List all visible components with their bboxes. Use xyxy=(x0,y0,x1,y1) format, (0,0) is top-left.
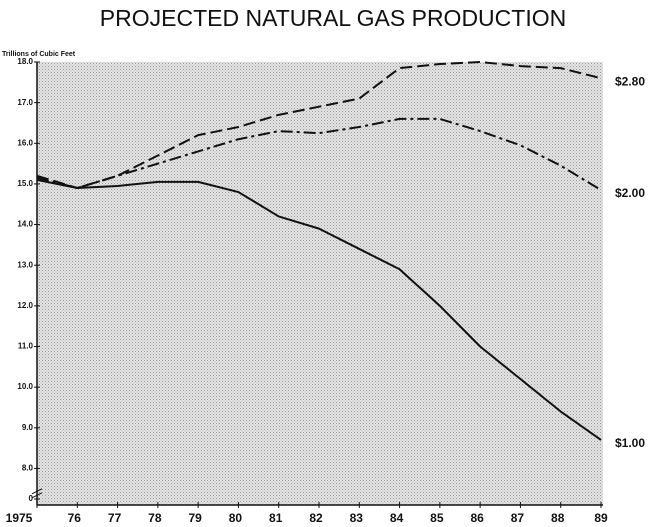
x-tick-label: 76 xyxy=(68,511,82,525)
x-tick-label: 1975 xyxy=(6,511,33,525)
y-tick-label: 12.0 xyxy=(17,301,33,310)
series-label: $2.00 xyxy=(615,186,645,200)
y-tick-label: 13.0 xyxy=(17,260,33,269)
chart-title: PROJECTED NATURAL GAS PRODUCTION xyxy=(100,5,566,31)
y-tick-label: 9.0 xyxy=(22,423,34,432)
x-tick-label: 78 xyxy=(148,511,162,525)
x-tick-label: 86 xyxy=(470,511,484,525)
y-tick-label: 10.0 xyxy=(17,382,33,391)
x-tick-label: 83 xyxy=(350,511,364,525)
series-label: $2.80 xyxy=(615,74,645,88)
y-tick-label: 14.0 xyxy=(17,220,33,229)
x-tick-label: 79 xyxy=(188,511,202,525)
y-tick-label: 15.0 xyxy=(17,179,33,188)
x-tick-label: 82 xyxy=(309,511,323,525)
x-tick-label: 89 xyxy=(594,511,608,525)
x-tick-label: 81 xyxy=(269,511,283,525)
y-tick-label: 17.0 xyxy=(17,98,33,107)
plot-background xyxy=(37,62,603,505)
y-tick-label: 18.0 xyxy=(17,57,33,66)
y-axis-label: Trillions of Cubic Feet xyxy=(2,51,76,58)
x-tick-label: 88 xyxy=(551,511,565,525)
series-line xyxy=(36,178,602,441)
series-line xyxy=(36,61,602,189)
axis-break xyxy=(31,488,43,499)
x-tick-label: 85 xyxy=(430,511,444,525)
x-tick-label: 87 xyxy=(511,511,525,525)
x-tick-label: 80 xyxy=(229,511,243,525)
x-tick-label: 77 xyxy=(108,511,122,525)
y-tick-label: 0 xyxy=(29,494,34,503)
y-tick-label: 8.0 xyxy=(22,464,34,473)
y-tick-label: 11.0 xyxy=(18,342,34,351)
series-label: $1.00 xyxy=(615,436,645,450)
x-tick-label: 84 xyxy=(390,511,404,525)
y-tick-label: 16.0 xyxy=(17,138,33,147)
series-line xyxy=(36,117,602,191)
